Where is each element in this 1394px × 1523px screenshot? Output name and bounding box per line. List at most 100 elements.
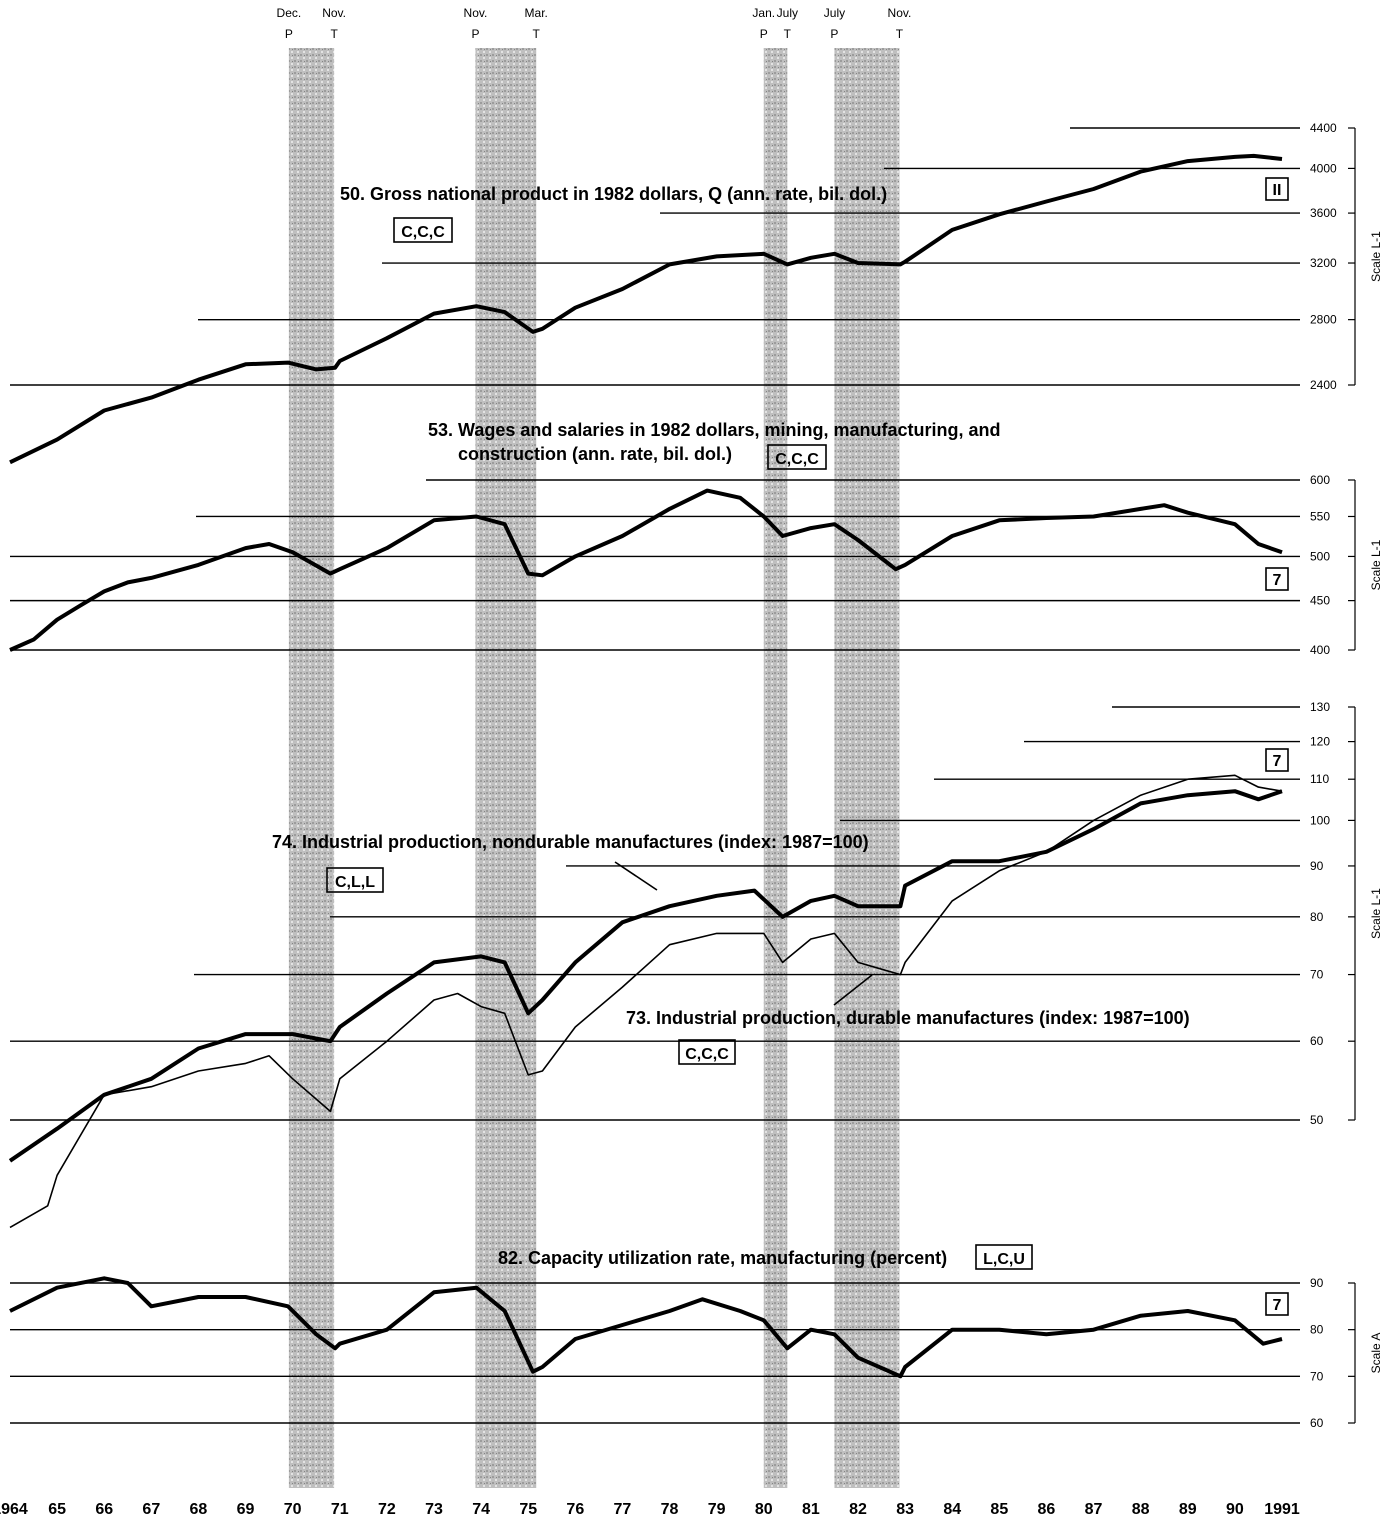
x-label-67: 67 xyxy=(142,1501,160,1518)
ip-durable-code-box xyxy=(678,1039,736,1065)
gnp-tick-label-4000: 4000 xyxy=(1310,161,1337,175)
ip-nondurable-pointer xyxy=(614,861,658,891)
wages-code-box xyxy=(767,444,827,470)
x-axis-labels: 1964 65 66 67 68 69 70 71 72 73 74 75 76 77 78 79 80 81 82… xyxy=(0,1501,1300,1518)
wages-tick-label-400: 400 xyxy=(1310,643,1330,657)
x-label-78: 78 xyxy=(661,1501,679,1518)
x-label-89: 89 xyxy=(1179,1501,1197,1518)
wages-tick-label-500: 500 xyxy=(1310,549,1330,563)
recession-shading xyxy=(288,48,900,1488)
x-label-68: 68 xyxy=(190,1501,208,1518)
ip-nondurable-code: C,L,L xyxy=(335,874,375,891)
recession-band-4 xyxy=(834,48,900,1488)
peak-mark-3: P xyxy=(760,27,768,41)
ip-tag-box xyxy=(1265,748,1289,772)
cu-tag: 7 xyxy=(1273,1297,1282,1314)
gnp-series-0 xyxy=(9,153,1283,465)
gridlines xyxy=(10,127,1300,1424)
x-label-81: 81 xyxy=(802,1501,820,1518)
x-label-70: 70 xyxy=(284,1501,302,1518)
wages-scale-label: Scale L-1 xyxy=(1369,539,1383,590)
trough-mark-4: T xyxy=(896,27,904,41)
peak-mark-4: P xyxy=(830,27,838,41)
x-label-72: 72 xyxy=(378,1501,396,1518)
x-label-1964: 1964 xyxy=(0,1501,28,1518)
peak-mark-1: P xyxy=(285,27,293,41)
x-label-74: 74 xyxy=(472,1501,490,1518)
x-label-88: 88 xyxy=(1132,1501,1150,1518)
gnp-tag-box xyxy=(1265,177,1289,201)
wages-tick-label-550: 550 xyxy=(1310,509,1330,523)
trough-month-2: Mar. xyxy=(525,6,548,20)
cu-tick-label-60: 60 xyxy=(1310,1416,1324,1430)
ip-tick-label-80: 80 xyxy=(1310,910,1324,924)
x-label-1991: 1991 xyxy=(1264,1501,1300,1518)
wages-title: 53. Wages and salaries in 1982 dollars, … xyxy=(428,420,1001,440)
x-label-77: 77 xyxy=(614,1501,632,1518)
cu-code: L,C,U xyxy=(983,1251,1025,1268)
x-label-80: 80 xyxy=(755,1501,773,1518)
ip-tick-label-50: 50 xyxy=(1310,1113,1324,1127)
x-label-85: 85 xyxy=(990,1501,1008,1518)
ip-nondurable-code-box xyxy=(326,867,384,893)
wages-tag: 7 xyxy=(1273,572,1282,589)
cu-tag-box xyxy=(1265,1292,1289,1316)
wages-tick-label-450: 450 xyxy=(1310,594,1330,608)
turning-point-labels: Dec. P Nov. T Nov. P Mar. T Jan. P July T July P Nov. T xyxy=(277,6,912,41)
trough-mark-1: T xyxy=(330,27,338,41)
ip-tick-label-110: 110 xyxy=(1310,772,1329,786)
ip-durable-title: 73. Industrial production, durable manuf… xyxy=(626,1008,1190,1028)
ip-tag: 7 xyxy=(1273,753,1282,770)
cu-series-0 xyxy=(9,1276,1283,1379)
gnp-tick-label-3200: 3200 xyxy=(1310,256,1337,270)
ip-scale-label: Scale L-1 xyxy=(1369,888,1383,939)
x-label-69: 69 xyxy=(237,1501,255,1518)
cu-tick-label-90: 90 xyxy=(1310,1276,1324,1290)
peak-month-3: Jan. xyxy=(752,6,775,20)
gnp-scale-label: Scale L-1 xyxy=(1369,231,1383,282)
wages-code: C,C,C xyxy=(775,451,819,468)
ip-nondurable-title: 74. Industrial production, nondurable ma… xyxy=(272,832,869,852)
ip-tick-label-120: 120 xyxy=(1310,735,1330,749)
x-label-75: 75 xyxy=(519,1501,537,1518)
x-label-79: 79 xyxy=(708,1501,726,1518)
recession-band-2 xyxy=(475,48,537,1488)
x-label-66: 66 xyxy=(95,1501,113,1518)
ip-tick-label-100: 100 xyxy=(1310,813,1330,827)
cu-code-box xyxy=(975,1244,1033,1270)
ip-tick-label-60: 60 xyxy=(1310,1034,1324,1048)
recession-band-1 xyxy=(288,48,335,1488)
wages-tick-label-600: 600 xyxy=(1310,473,1330,487)
x-label-86: 86 xyxy=(1038,1501,1056,1518)
gnp-tick-label-2800: 2800 xyxy=(1310,313,1337,327)
ip-durable-pointer xyxy=(833,974,873,1006)
x-label-65: 65 xyxy=(48,1501,66,1518)
x-label-76: 76 xyxy=(566,1501,584,1518)
gnp-code-box xyxy=(393,217,453,243)
peak-month-4: July xyxy=(824,6,845,20)
gnp-title: 50. Gross national product in 1982 dolla… xyxy=(340,184,887,204)
peak-mark-2: P xyxy=(471,27,479,41)
recession-band-3 xyxy=(763,48,788,1488)
y-axes: 2400 2800 3200 3600 4000 4400 Scale L-1 400 450 5… xyxy=(1310,121,1383,1430)
cu-tick-label-70: 70 xyxy=(1310,1369,1324,1383)
ip-tick-label-130: 130 xyxy=(1310,700,1330,714)
wages-tag-box xyxy=(1265,567,1289,591)
x-label-90: 90 xyxy=(1226,1501,1244,1518)
trough-month-1: Nov. xyxy=(322,6,346,20)
peak-month-2: Nov. xyxy=(464,6,488,20)
ip-durable-code: C,C,C xyxy=(685,1046,729,1063)
trough-month-4: Nov. xyxy=(888,6,912,20)
gnp-tick-label-2400: 2400 xyxy=(1310,378,1337,392)
ip-series-74 xyxy=(8,789,1283,1163)
x-label-82: 82 xyxy=(849,1501,867,1518)
cu-title: 82. Capacity utilization rate, manufactu… xyxy=(498,1248,947,1268)
series-lines xyxy=(8,153,1283,1379)
ip-tick-label-90: 90 xyxy=(1310,859,1324,873)
wages-series-0 xyxy=(9,488,1283,652)
trough-mark-3: T xyxy=(784,27,792,41)
gnp-tick-label-3600: 3600 xyxy=(1310,206,1337,220)
ip-series-73 xyxy=(9,774,1283,1229)
peak-month-1: Dec. xyxy=(277,6,302,20)
